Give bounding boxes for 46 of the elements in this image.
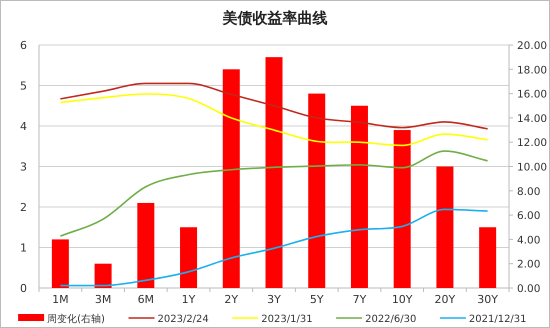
- x-tick-label: 7Y: [352, 293, 367, 306]
- x-tick-label: 5Y: [310, 293, 324, 306]
- y2-tick-label: 2.00: [517, 258, 540, 271]
- y2-tick-label: 20.00: [517, 40, 548, 52]
- legend-label: 周变化(右轴): [47, 313, 105, 325]
- y-tick-label: 1: [20, 242, 27, 254]
- y2-tick-label: 18.00: [517, 64, 548, 76]
- y2-tick-label: 10.00: [517, 162, 548, 174]
- x-tick-label: 30Y: [477, 293, 498, 306]
- y2-tick-label: 0.00: [517, 283, 540, 295]
- y-tick-label: 3: [20, 160, 27, 174]
- bar: [436, 166, 454, 288]
- legend-label: 2021/12/31: [468, 314, 527, 325]
- bar: [137, 202, 154, 288]
- y-tick-label: 4: [20, 120, 27, 133]
- y2-tick-label: 4.00: [517, 234, 540, 246]
- x-tick-label: 1Y: [182, 293, 196, 306]
- bar: [266, 57, 282, 288]
- chart-title: 美债收益率曲线: [222, 9, 328, 27]
- bar: [94, 264, 112, 288]
- x-tick-label: 3M: [94, 293, 112, 306]
- bar: [350, 106, 368, 288]
- y-tick-label: 0: [20, 282, 27, 295]
- y2-tick-label: 14.00: [517, 112, 548, 125]
- y2-tick-label: 16.00: [517, 88, 548, 101]
- bar: [52, 239, 69, 288]
- x-tick-label: 2Y: [224, 293, 238, 306]
- bar: [394, 130, 411, 288]
- x-tick-label: 6M: [138, 293, 154, 306]
- bar: [479, 227, 496, 288]
- y-tick-label: 5: [20, 80, 27, 92]
- bar: [180, 227, 198, 288]
- y2-tick-label: 12.00: [517, 137, 548, 150]
- legend-label: 2022/6/30: [365, 314, 416, 325]
- y2-tick-label: 6.00: [517, 210, 540, 222]
- bar: [308, 94, 326, 288]
- x-tick-label: 3Y: [267, 293, 282, 306]
- y-tick-label: 2: [20, 201, 27, 214]
- x-tick-label: 1M: [52, 293, 69, 306]
- x-tick-label: 20Y: [434, 293, 456, 306]
- y2-tick-label: 8.00: [517, 186, 540, 198]
- bar: [222, 69, 240, 288]
- legend-label: 2023/2/24: [158, 314, 209, 325]
- legend-label: 2023/1/31: [261, 314, 313, 325]
- y-tick-label: 6: [20, 39, 27, 52]
- x-tick-label: 10Y: [392, 293, 413, 306]
